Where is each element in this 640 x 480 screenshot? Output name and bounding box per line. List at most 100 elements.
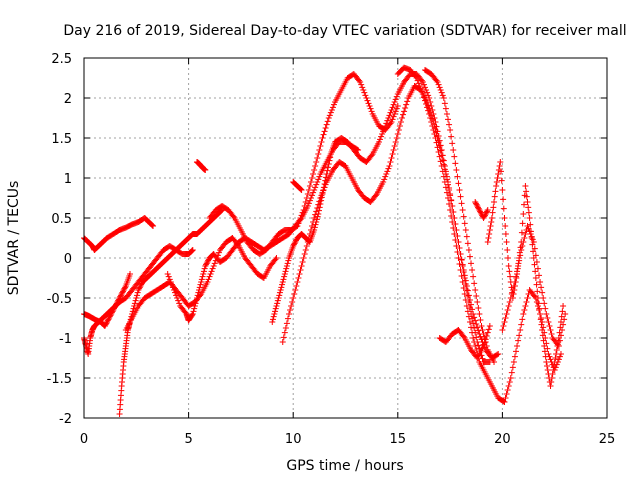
- data-point: [442, 184, 449, 191]
- data-point: [133, 292, 140, 299]
- data-point: [526, 215, 533, 221]
- data-point: [538, 321, 545, 328]
- data-point: [363, 95, 370, 101]
- data-point: [508, 369, 515, 376]
- data-point: [290, 295, 297, 301]
- data-point: [426, 111, 433, 117]
- data-point: [481, 213, 488, 220]
- data-point: [540, 337, 547, 344]
- data-point: [528, 233, 535, 240]
- data-point: [175, 297, 182, 304]
- data-point: [501, 319, 508, 325]
- data-point: [390, 147, 397, 153]
- data-point: [301, 251, 308, 257]
- data-point: [527, 231, 534, 237]
- data-point: [440, 173, 447, 180]
- data-point: [471, 325, 478, 331]
- data-point: [475, 305, 482, 311]
- data-point: [555, 343, 562, 349]
- data-point: [433, 139, 440, 146]
- data-point: [529, 236, 536, 243]
- data-point: [475, 327, 482, 334]
- data-point: [120, 287, 127, 293]
- data-point: [326, 157, 333, 164]
- data-point: [433, 77, 440, 84]
- data-point: [312, 184, 319, 191]
- data-point: [495, 171, 502, 177]
- data-point: [454, 249, 461, 255]
- data-point: [518, 229, 525, 236]
- data-point: [453, 243, 460, 249]
- data-point: [299, 259, 306, 265]
- data-point: [480, 215, 487, 221]
- data-point: [537, 316, 544, 323]
- data-point: [230, 213, 237, 220]
- data-point: [499, 327, 506, 333]
- data-point: [286, 311, 293, 317]
- data-point: [532, 252, 539, 259]
- data-point: [200, 268, 207, 275]
- data-point: [488, 215, 495, 221]
- data-point: [441, 179, 448, 185]
- data-point: [292, 287, 299, 293]
- data-point: [284, 260, 291, 267]
- data-point: [311, 187, 318, 193]
- data-point: [519, 316, 526, 323]
- data-point: [548, 331, 555, 337]
- data-point: [309, 192, 316, 199]
- data-point: [275, 295, 282, 301]
- data-point: [445, 195, 452, 201]
- data-point: [482, 211, 489, 217]
- data-point: [472, 200, 479, 207]
- data-point: [503, 391, 510, 397]
- data-point: [547, 383, 554, 389]
- data-point: [436, 153, 443, 160]
- data-point: [114, 299, 121, 305]
- data-point: [522, 231, 529, 237]
- data-point: [326, 112, 333, 119]
- data-point: [280, 334, 287, 341]
- data-point: [539, 327, 546, 333]
- data-point: [391, 99, 398, 105]
- data-point: [193, 295, 200, 301]
- data-point: [464, 293, 471, 299]
- data-point: [459, 207, 466, 213]
- data-point: [501, 399, 508, 405]
- data-point: [443, 189, 450, 196]
- data-point: [462, 281, 469, 287]
- data-point: [456, 187, 463, 193]
- data-point: [192, 300, 199, 307]
- data-point: [170, 287, 177, 293]
- data-point: [470, 273, 477, 280]
- data-point: [324, 118, 331, 125]
- data-point: [506, 299, 513, 305]
- data-point: [193, 297, 200, 304]
- data-point: [509, 364, 516, 371]
- data-point: [302, 199, 309, 205]
- data-point: [319, 135, 326, 141]
- data-points: [81, 64, 569, 417]
- data-point: [553, 347, 560, 353]
- data-point: [507, 273, 514, 280]
- data-point: [472, 199, 479, 205]
- data-point: [361, 89, 368, 96]
- data-point: [534, 303, 541, 309]
- data-point: [325, 115, 332, 121]
- data-point: [502, 223, 509, 229]
- data-point: [540, 295, 547, 301]
- data-point: [482, 336, 489, 343]
- data-point: [306, 197, 313, 204]
- data-point: [461, 220, 468, 227]
- data-point: [541, 348, 548, 355]
- data-point: [453, 167, 460, 173]
- data-point: [386, 163, 393, 169]
- data-point: [294, 279, 301, 285]
- data-point: [542, 305, 549, 312]
- data-point: [368, 152, 375, 159]
- y-tick-label: -1: [59, 332, 72, 347]
- data-point: [441, 100, 448, 107]
- series-arc-12: [436, 323, 493, 361]
- data-point: [366, 103, 373, 109]
- data-point: [312, 163, 319, 169]
